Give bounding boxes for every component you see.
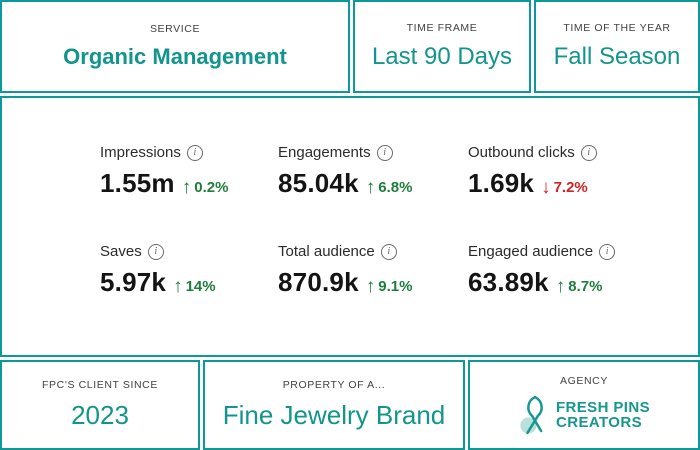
time-frame-value: Last 90 Days: [371, 43, 513, 70]
metric-engagements: Engagements i 85.04k ↑ 6.8%: [278, 144, 468, 199]
time-frame-cell: TIME FRAME Last 90 Days: [353, 0, 531, 93]
metric-value: 5.97k: [100, 267, 167, 297]
agency-cell: AGENCY FRESH PINS CREATORS: [468, 360, 700, 450]
metric-saves: Saves i 5.97k ↑ 14%: [100, 243, 278, 298]
metric-value: 63.89k: [468, 267, 549, 297]
trend-up-arrow-icon: ↑: [365, 276, 376, 297]
trend-indicator: ↑ 9.1%: [366, 275, 413, 297]
fresh-pins-creators-pin-icon: [520, 395, 543, 434]
metric-impressions: Impressions i 1.55m ↑ 0.2%: [100, 144, 278, 199]
trend-percentage: 6.8%: [378, 179, 413, 196]
agency-logo-line1: FRESH PINS: [555, 398, 650, 416]
metric-label: Outbound clicks: [468, 144, 575, 161]
agency-logo-text: FRESH PINS CREATORS: [556, 400, 650, 430]
property-of-cell: PROPERTY OF A... Fine Jewelry Brand: [203, 360, 465, 450]
info-icon[interactable]: i: [147, 243, 164, 260]
trend-indicator: ↑ 0.2%: [182, 176, 229, 198]
trend-percentage: 9.1%: [378, 278, 413, 295]
property-of-label: PROPERTY OF A...: [282, 379, 386, 391]
property-of-value: Fine Jewelry Brand: [222, 400, 446, 430]
metric-label: Engaged audience: [468, 243, 594, 260]
info-icon[interactable]: i: [186, 144, 203, 161]
trend-up-arrow-icon: ↑: [555, 276, 566, 297]
footer-row: FPC'S CLIENT SINCE 2023 PROPERTY OF A...…: [0, 360, 700, 450]
metric-value: 1.69k: [468, 168, 535, 198]
metric-value: 85.04k: [278, 168, 359, 198]
info-icon[interactable]: i: [599, 243, 616, 260]
client-since-value: 2023: [71, 400, 129, 430]
trend-up-arrow-icon: ↑: [173, 276, 183, 297]
trend-percentage: 14%: [185, 278, 216, 295]
agency-logo: FRESH PINS CREATORS: [518, 394, 650, 436]
service-cell: SERVICE Organic Management: [0, 0, 350, 93]
metric-label: Saves: [100, 243, 142, 260]
metric-label: Total audience: [278, 243, 375, 260]
trend-percentage: 7.2%: [553, 179, 588, 196]
info-icon[interactable]: i: [580, 144, 597, 161]
metric-label: Engagements: [278, 144, 371, 161]
time-frame-label: TIME FRAME: [406, 22, 478, 34]
trend-indicator: ↓ 7.2%: [541, 176, 588, 198]
trend-indicator: ↑ 8.7%: [556, 275, 603, 297]
trend-indicator: ↑ 14%: [173, 275, 216, 297]
time-of-year-cell: TIME OF THE YEAR Fall Season: [534, 0, 700, 93]
client-since-cell: FPC'S CLIENT SINCE 2023: [0, 360, 200, 450]
trend-percentage: 0.2%: [194, 179, 229, 196]
header-row: SERVICE Organic Management TIME FRAME La…: [0, 0, 700, 93]
trend-up-arrow-icon: ↑: [365, 177, 376, 198]
time-of-year-label: TIME OF THE YEAR: [563, 22, 671, 34]
agency-logo-line2: CREATORS: [555, 413, 642, 431]
service-label: SERVICE: [149, 23, 201, 35]
service-value: Organic Management: [63, 44, 287, 69]
trend-up-arrow-icon: ↑: [181, 177, 192, 198]
agency-label: AGENCY: [560, 374, 608, 387]
metric-value: 1.55m: [100, 168, 175, 198]
metric-value: 870.9k: [278, 267, 359, 297]
client-since-label: FPC'S CLIENT SINCE: [42, 379, 158, 391]
metric-outbound-clicks: Outbound clicks i 1.69k ↓ 7.2%: [468, 144, 698, 199]
metric-total-audience: Total audience i 870.9k ↑ 9.1%: [278, 243, 468, 298]
metric-engaged-audience: Engaged audience i 63.89k ↑ 8.7%: [468, 243, 698, 298]
metric-label: Impressions: [100, 144, 181, 161]
trend-indicator: ↑ 6.8%: [366, 176, 413, 198]
trend-down-arrow-icon: ↓: [541, 177, 551, 198]
info-icon[interactable]: i: [380, 243, 397, 260]
time-of-year-value: Fall Season: [553, 43, 681, 70]
info-icon[interactable]: i: [376, 144, 393, 161]
trend-percentage: 8.7%: [568, 278, 603, 295]
metrics-panel: Impressions i 1.55m ↑ 0.2% Engagements i…: [0, 96, 700, 357]
